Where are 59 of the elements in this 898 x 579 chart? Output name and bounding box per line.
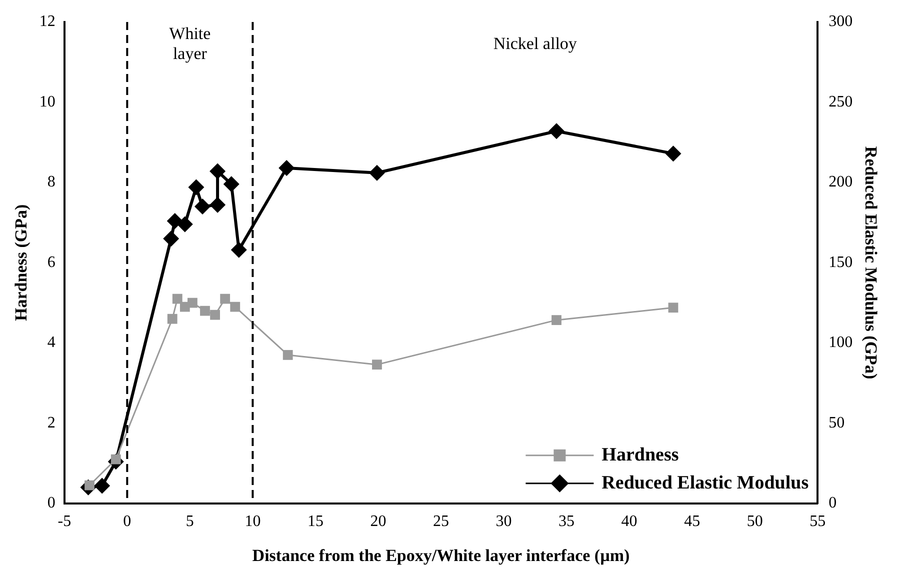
point	[230, 242, 247, 258]
legend-label: Reduced Elastic Modulus	[602, 472, 809, 494]
y-tick-label: 4	[47, 334, 56, 352]
annotation: Nickel alloy	[493, 34, 578, 53]
point	[200, 306, 210, 316]
x-axis-title: Distance from the Epoxy/White layer interface (µm)	[252, 546, 630, 566]
point	[166, 212, 183, 229]
x-tick-label: 20	[370, 513, 386, 530]
point	[210, 163, 226, 180]
x-tick-label: 40	[621, 513, 638, 530]
y-tick-label: 10	[39, 93, 56, 110]
point	[210, 310, 220, 320]
y2-axis-title: Reduced Elastic Modulus (GPa)	[861, 146, 880, 380]
point	[187, 298, 198, 308]
point	[163, 230, 180, 247]
x-tick-label: 0	[123, 513, 132, 530]
x-tick-label: 15	[307, 513, 324, 530]
y2-tick-label: 200	[828, 174, 853, 191]
point	[172, 294, 182, 304]
y2-tick-label: 300	[828, 13, 853, 30]
point	[176, 216, 193, 232]
point	[548, 123, 564, 140]
point	[210, 196, 226, 213]
x-tick-label: -5	[58, 513, 72, 530]
y-tick-label: 0	[47, 494, 56, 512]
y-tick-label: 2	[47, 414, 56, 432]
point	[278, 160, 295, 176]
x-tick-label: 10	[244, 513, 261, 530]
y-tick-label: 8	[47, 174, 56, 191]
y2-tick-label: 150	[828, 254, 853, 271]
point	[167, 314, 178, 324]
point	[372, 360, 382, 370]
y2-tick-label: 250	[828, 93, 853, 110]
y2-tick-label: 100	[828, 334, 853, 352]
x-tick-label: 5	[186, 513, 194, 530]
legend-label: Hardness	[602, 444, 679, 466]
point	[220, 294, 230, 304]
point	[368, 164, 385, 181]
y2-tick-label: 0	[828, 494, 837, 512]
x-tick-label: 45	[684, 513, 700, 530]
point	[668, 302, 678, 313]
point	[282, 350, 293, 360]
x-tick-label: 50	[746, 513, 763, 530]
point	[223, 176, 240, 192]
x-tick-label: 35	[558, 513, 575, 530]
point	[194, 198, 210, 215]
point	[665, 146, 682, 162]
point	[94, 478, 110, 494]
x-tick-label: 25	[433, 513, 449, 530]
x-tick-label: 55	[810, 513, 826, 530]
y-tick-label: 6	[47, 254, 56, 271]
y2-tick-label: 50	[828, 414, 845, 432]
y-axis-title: Hardness (GPa)	[12, 204, 31, 322]
point	[552, 315, 562, 326]
point	[230, 302, 240, 312]
annotation: White layer	[169, 24, 211, 63]
y-tick-label: 12	[39, 13, 56, 30]
point	[188, 179, 204, 196]
x-tick-label: 30	[496, 513, 512, 530]
